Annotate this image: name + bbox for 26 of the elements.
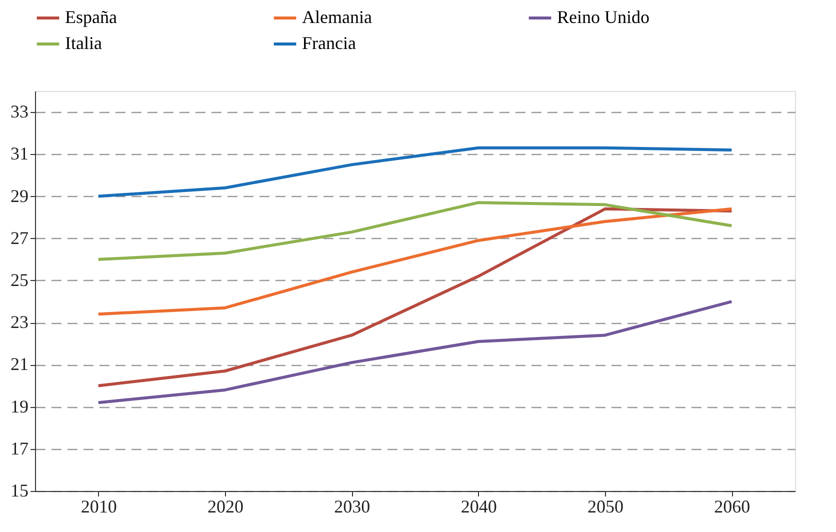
line-series	[96, 146, 734, 198]
legend-label: Francia	[302, 33, 356, 53]
y-tick-label: 25	[10, 270, 28, 290]
y-tick-label: 17	[10, 438, 28, 458]
line-series	[96, 207, 734, 388]
x-tick-label: 2050	[588, 496, 624, 516]
y-tick-label: 27	[10, 228, 28, 248]
legend-label: Alemania	[302, 7, 372, 27]
y-tick-label: 29	[10, 186, 28, 206]
legend-label: España	[65, 7, 117, 27]
legend-label: Italia	[65, 33, 102, 53]
y-tick-label: 19	[10, 396, 28, 416]
line-series	[96, 207, 734, 316]
y-tick-label: 21	[10, 354, 28, 374]
y-tick-label: 23	[10, 312, 28, 332]
line-series	[96, 201, 734, 261]
y-tick-label: 15	[10, 480, 28, 500]
x-tick-label: 2010	[80, 496, 117, 516]
line-series	[96, 300, 734, 404]
x-tick-label: 2060	[714, 496, 750, 516]
x-tick-label: 2020	[208, 496, 244, 516]
x-tick-label: 2030	[334, 496, 370, 516]
y-tick-label: 31	[10, 144, 28, 164]
legend-label: Reino Unido	[557, 7, 650, 27]
x-tick-label: 2040	[460, 496, 497, 516]
y-tick-label: 33	[10, 102, 28, 122]
